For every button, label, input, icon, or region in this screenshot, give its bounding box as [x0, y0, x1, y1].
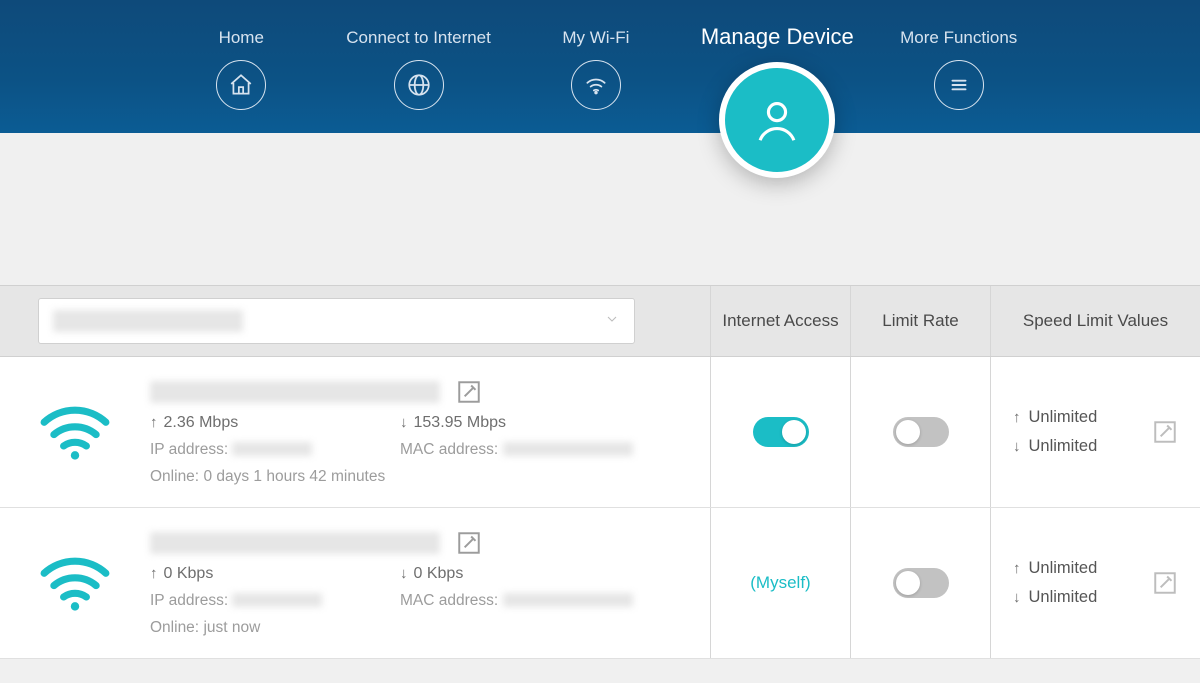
speed-limit-down: Unlimited	[1029, 588, 1098, 607]
download-speed: 153.95 Mbps	[414, 414, 507, 432]
home-icon	[216, 60, 266, 110]
nav-wifi-label: My Wi-Fi	[562, 28, 629, 48]
col-limit-rate numeric-label: Limit Rate	[882, 310, 959, 331]
speed-limit-up: Unlimited	[1029, 559, 1098, 578]
limit-rate-toggle[interactable]	[893, 568, 949, 598]
upload-speed: 0 Kbps	[164, 565, 214, 583]
wifi-icon	[571, 60, 621, 110]
myself-badge: (Myself)	[750, 573, 810, 593]
internet-access-toggle[interactable]	[753, 417, 809, 447]
device-row: ↑ 0 Kbps ↓ 0 Kbps IP address: MAC address:…	[0, 508, 1200, 659]
edit-name-icon[interactable]	[456, 530, 482, 556]
col-internet-access-label: Internet Access	[722, 310, 838, 331]
nav-connect[interactable]: Connect to Internet	[346, 28, 491, 110]
mac-label: MAC address:	[400, 441, 498, 458]
arrow-up-icon: ↑	[1013, 409, 1021, 426]
edit-speed-icon[interactable]	[1152, 570, 1178, 596]
device-filter-value	[53, 310, 243, 332]
edit-speed-icon[interactable]	[1152, 419, 1178, 445]
device-row: ↑ 2.36 Mbps ↓ 153.95 Mbps IP address: MAC …	[0, 357, 1200, 508]
online-label: Online:	[150, 619, 199, 636]
connection-wifi-icon	[0, 508, 150, 658]
device-name	[150, 532, 440, 554]
nav-home[interactable]: Home	[181, 28, 301, 110]
connection-wifi-icon	[0, 357, 150, 507]
edit-name-icon[interactable]	[456, 379, 482, 405]
device-name	[150, 381, 440, 403]
globe-icon	[394, 60, 444, 110]
device-filter-select[interactable]	[38, 298, 635, 344]
arrow-down-icon: ↓	[400, 414, 408, 431]
arrow-down-icon: ↓	[1013, 589, 1021, 606]
ip-label: IP address:	[150, 441, 228, 458]
mac-value	[503, 442, 633, 456]
top-nav: Home Connect to Internet My Wi-Fi Manage…	[0, 0, 1200, 133]
download-speed: 0 Kbps	[414, 565, 464, 583]
online-duration: just now	[203, 619, 260, 636]
nav-more[interactable]: More Functions	[899, 28, 1019, 110]
arrow-up-icon: ↑	[150, 565, 158, 582]
online-label: Online:	[150, 468, 199, 485]
nav-more-label: More Functions	[900, 28, 1017, 48]
ip-value	[232, 442, 312, 456]
upload-speed: 2.36 Mbps	[164, 414, 239, 432]
arrow-down-icon: ↓	[400, 565, 408, 582]
mac-label: MAC address:	[400, 592, 498, 609]
menu-icon	[934, 60, 984, 110]
arrow-up-icon: ↑	[1013, 560, 1021, 577]
chevron-down-icon	[604, 311, 620, 332]
nav-manage-label: Manage Device	[701, 24, 854, 50]
mac-value	[503, 593, 633, 607]
device-table-header: Internet Access Limit Rate Speed Limit V…	[0, 285, 1200, 357]
arrow-up-icon: ↑	[150, 414, 158, 431]
nav-manage-device[interactable]: Manage Device	[701, 28, 854, 128]
online-duration: 0 days 1 hours 42 minutes	[203, 468, 385, 485]
nav-home-label: Home	[219, 28, 264, 48]
person-icon	[719, 62, 835, 178]
col-speed-limit-label: Speed Limit Values	[1023, 310, 1168, 331]
ip-value	[232, 593, 322, 607]
speed-limit-down: Unlimited	[1029, 437, 1098, 456]
ip-label: IP address:	[150, 592, 228, 609]
nav-connect-label: Connect to Internet	[346, 28, 491, 48]
arrow-down-icon: ↓	[1013, 438, 1021, 455]
content-spacer	[0, 133, 1200, 285]
nav-wifi[interactable]: My Wi-Fi	[536, 28, 656, 110]
limit-rate-toggle[interactable]	[893, 417, 949, 447]
speed-limit-up: Unlimited	[1029, 408, 1098, 427]
